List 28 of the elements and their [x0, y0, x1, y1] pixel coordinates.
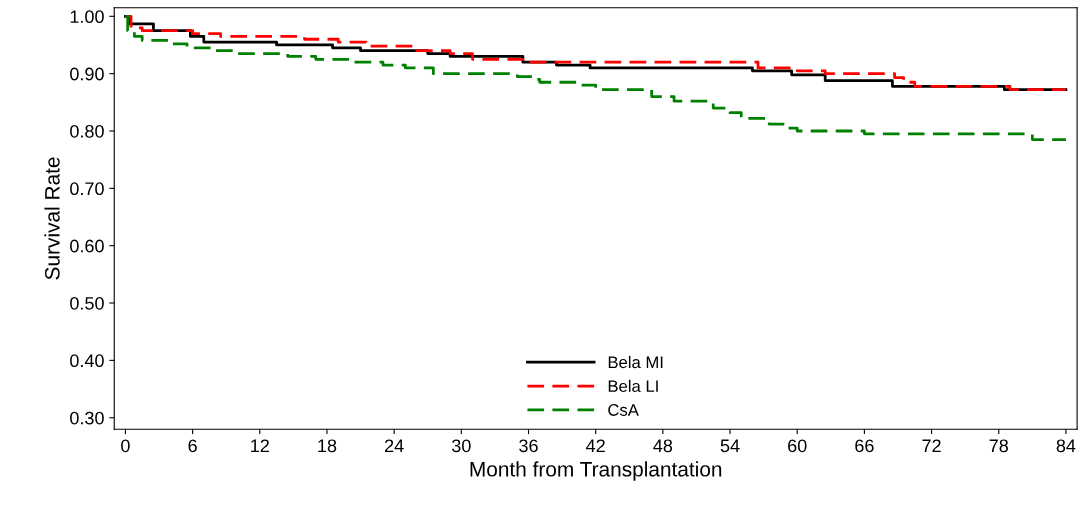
- legend-label: CsA: [608, 404, 639, 416]
- x-tick-label: 0: [121, 439, 130, 453]
- y-tick-label: 0.30: [70, 411, 104, 425]
- y-tick-label: 0.60: [70, 239, 104, 253]
- x-tick-label: 12: [251, 439, 269, 452]
- x-tick-label: 24: [385, 439, 404, 452]
- y-tick-label: 0.80: [70, 124, 104, 138]
- y-tick-label: 0.50: [70, 296, 104, 310]
- y-tick-label: 0.90: [70, 67, 104, 81]
- x-tick-label: 42: [586, 439, 605, 452]
- x-axis-title: Month from Transplantation: [470, 461, 722, 481]
- x-tick-label: 30: [451, 439, 471, 453]
- legend-label: Bela LI: [608, 379, 658, 393]
- y-tick-label: 1.00: [70, 10, 104, 24]
- x-tick-label: 72: [922, 439, 941, 452]
- y-tick-label: 0.70: [70, 182, 104, 196]
- y-axis-title: Survival Rate: [44, 157, 60, 280]
- x-tick-label: 84: [1056, 439, 1076, 453]
- x-tick-label: 78: [989, 439, 1008, 453]
- x-tick-label: 6: [188, 439, 197, 453]
- x-tick-label: 18: [318, 439, 337, 453]
- x-tick-label: 36: [519, 439, 538, 453]
- x-tick-label: 60: [788, 439, 807, 453]
- y-tick-label: 0.40: [70, 354, 104, 368]
- x-tick-label: 48: [653, 439, 673, 453]
- x-tick-label: 54: [720, 439, 740, 453]
- legend-label: Bela MI: [608, 355, 663, 369]
- x-tick-label: 66: [855, 439, 874, 453]
